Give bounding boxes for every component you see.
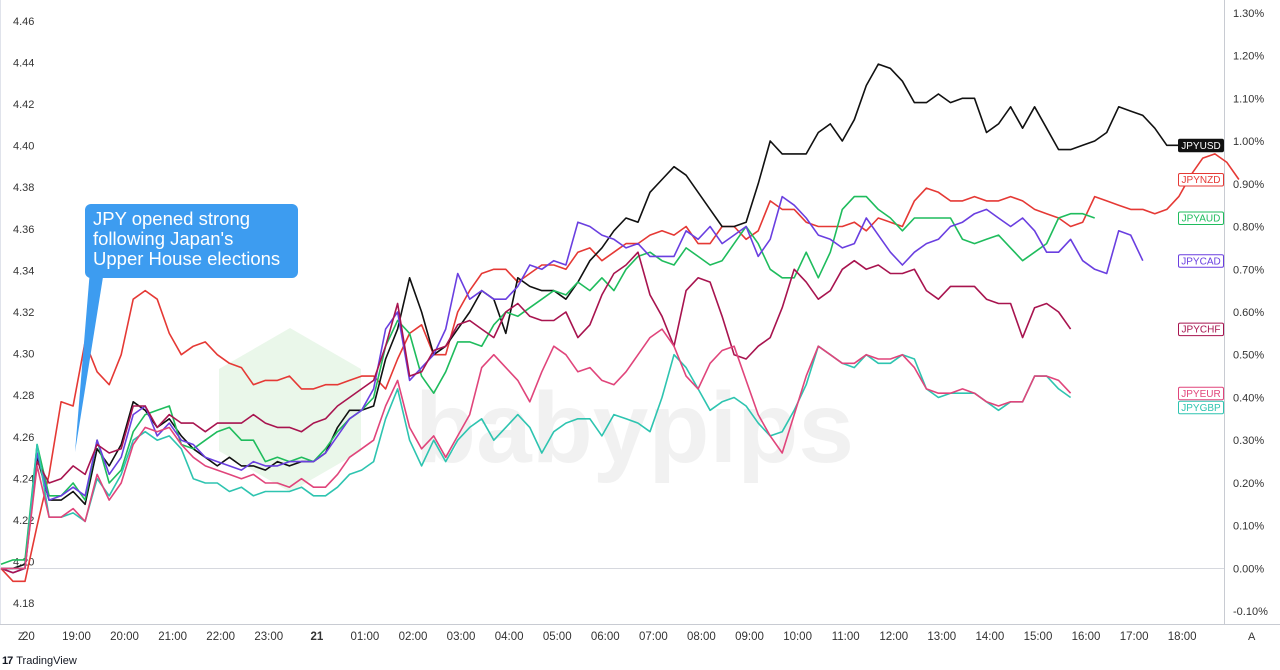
callout-pointer (75, 270, 103, 452)
right-tick-label: 1.20% (1233, 51, 1264, 63)
right-tick-label: 0.70% (1233, 264, 1264, 276)
time-tick-label: 19:00 (62, 631, 91, 643)
series-line-jpynzd (0, 153, 1240, 583)
annotation-callout: JPY opened strong following Japan's Uppe… (85, 204, 298, 278)
time-tick-label: 21:00 (158, 631, 187, 643)
time-tick-label: 08:00 (687, 631, 716, 643)
left-tick-label: 4.28 (13, 390, 34, 402)
time-tick-label: 11:00 (832, 631, 860, 643)
series-tag-jpyeur: JPYEUR (1178, 386, 1224, 401)
svg-text:JPYCHF: JPYCHF (1182, 325, 1221, 336)
right-tick-label: 0.30% (1233, 435, 1264, 447)
time-tick-label: 20 (22, 631, 35, 643)
series-lines (0, 63, 1240, 583)
svg-text:JPYNZD: JPYNZD (1182, 175, 1221, 186)
time-tick-label: 15:00 (1024, 631, 1053, 643)
time-tick-label: 01:00 (351, 631, 380, 643)
series-line-jpyaud (0, 195, 1095, 565)
series-tag-jpycad: JPYCAD (1178, 254, 1224, 268)
left-tick-label: 4.30 (13, 349, 34, 361)
tradingview-branding[interactable]: 17 TradingView (2, 654, 77, 668)
time-tick-label: 21 (310, 631, 323, 643)
left-tick-label: 4.18 (13, 598, 34, 610)
right-tick-label: -0.10% (1233, 606, 1268, 618)
right-tick-label: 1.30% (1233, 8, 1264, 20)
left-tick-label: 4.38 (13, 182, 34, 194)
babypips-watermark: babypips (219, 328, 854, 492)
left-tick-label: 4.36 (13, 224, 34, 236)
brand-name: TradingView (16, 655, 77, 667)
series-tag-jpyusd: JPYUSD (1178, 138, 1224, 153)
tradingview-logo-icon: 17 (2, 655, 13, 667)
time-tick-label: 14:00 (975, 631, 1004, 643)
series-line-jpyeur (1, 328, 1072, 570)
svg-text:JPYGBP: JPYGBP (1181, 403, 1221, 414)
annotation-line-1: JPY opened strong (93, 208, 251, 229)
axis-corner-left[interactable]: Z (18, 631, 25, 643)
series-tag-jpyaud: JPYAUD (1178, 211, 1224, 225)
annotation-line-3: Upper House elections (93, 248, 281, 269)
time-tick-label: 07:00 (639, 631, 668, 643)
right-axis-ticks: 1.30% 1.20% 1.10% 1.00% 0.90% 0.80% 0.70% 0.60%… (1233, 8, 1268, 618)
time-tick-label: 12:00 (879, 631, 908, 643)
left-tick-label: 4.42 (13, 99, 34, 111)
time-tick-label: 10:00 (783, 631, 812, 643)
svg-text:JPYAUD: JPYAUD (1182, 214, 1221, 225)
series-line-jpychf (0, 251, 1072, 574)
time-tick-label: 20:00 (110, 631, 139, 643)
time-tick-label: 22:00 (206, 631, 235, 643)
time-tick-label: 23:00 (254, 631, 283, 643)
series-line-jpygbp (1, 345, 1072, 570)
right-tick-label: 0.60% (1233, 307, 1264, 319)
right-tick-label: 0.00% (1233, 563, 1264, 575)
left-tick-label: 4.46 (13, 16, 34, 28)
right-tick-label: 0.10% (1233, 521, 1264, 533)
left-tick-label: 4.40 (13, 141, 34, 153)
time-tick-label: 05:00 (543, 631, 572, 643)
right-tick-label: 0.20% (1233, 478, 1264, 490)
right-tick-label: 0.90% (1233, 179, 1264, 191)
axis-corner-right[interactable]: A (1248, 631, 1256, 643)
svg-text:JPYCAD: JPYCAD (1181, 256, 1220, 267)
right-tick-label: 0.40% (1233, 392, 1264, 404)
time-tick-label: 18:00 (1168, 631, 1197, 643)
time-tick-label: 13:00 (927, 631, 956, 643)
series-tag-jpynzd: JPYNZD (1178, 173, 1224, 187)
watermark-text: babypips (415, 372, 854, 484)
series-line-jpyusd (1, 63, 1179, 570)
watermark-hexagon (219, 328, 361, 492)
time-tick-label: 16:00 (1072, 631, 1101, 643)
time-tick-label: 03:00 (447, 631, 476, 643)
time-tick-label: 04:00 (495, 631, 524, 643)
right-tick-label: 1.10% (1233, 93, 1264, 105)
svg-text:JPYEUR: JPYEUR (1181, 389, 1220, 400)
left-tick-label: 4.32 (13, 307, 34, 319)
annotation-line-2: following Japan's (93, 228, 234, 249)
time-tick-label: 09:00 (735, 631, 764, 643)
series-line-jpycad (0, 195, 1144, 574)
series-legend-tags: JPYUSD JPYNZD JPYAUD JPYCAD JPYCHF JPYEUR JPYG… (1178, 138, 1224, 415)
left-tick-label: 4.26 (13, 432, 34, 444)
right-tick-label: 0.50% (1233, 350, 1264, 362)
right-tick-label: 0.80% (1233, 222, 1264, 234)
left-tick-label: 4.34 (13, 265, 34, 277)
left-axis-ticks: 4.46 4.44 4.42 4.40 4.38 4.36 4.34 4.32 4.30 4.28… (13, 16, 34, 610)
time-tick-label: 17:00 (1120, 631, 1149, 643)
time-tick-label: 06:00 (591, 631, 620, 643)
left-tick-label: 4.44 (13, 57, 34, 69)
time-axis-ticks: 20 19:00 20:00 21:00 22:00 23:00 21 01:00 02:00 0… (22, 631, 1197, 643)
left-tick-label: 4.24 (13, 473, 34, 485)
time-tick-label: 02:00 (399, 631, 428, 643)
right-tick-label: 1.00% (1233, 136, 1264, 148)
svg-text:JPYUSD: JPYUSD (1181, 141, 1220, 152)
series-tag-jpygbp: JPYGBP (1178, 400, 1224, 415)
series-tag-jpychf: JPYCHF (1178, 322, 1224, 337)
